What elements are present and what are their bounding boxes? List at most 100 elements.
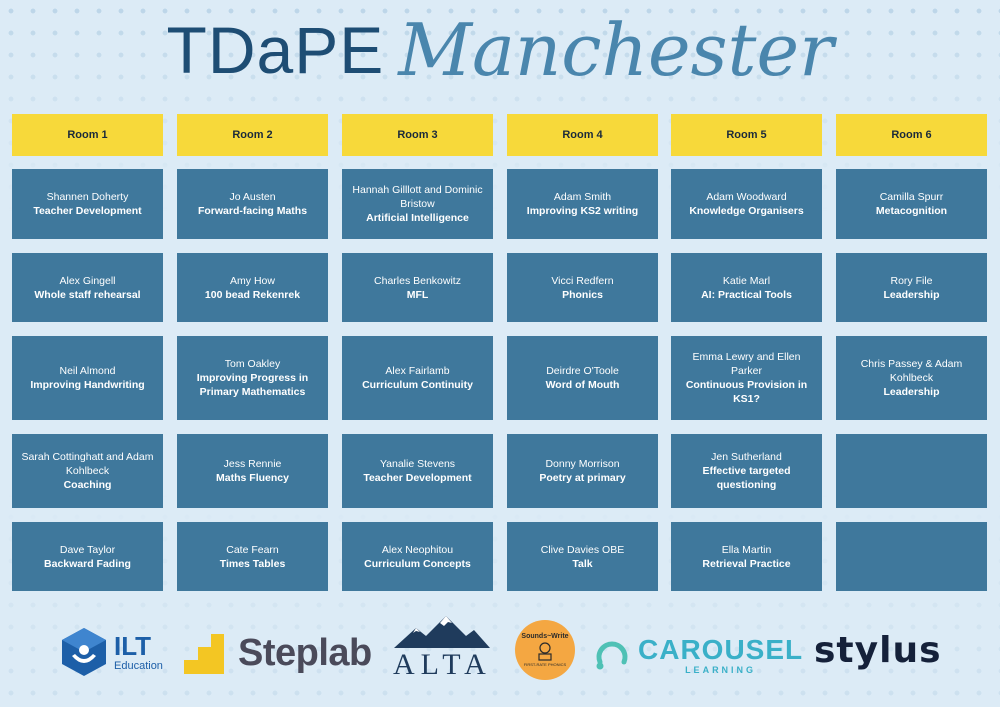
session-cell: Sarah Cottinghatt and Adam Kohlbeck Coach… bbox=[12, 434, 163, 508]
steplab-steps-icon bbox=[184, 633, 224, 674]
mountain-icon bbox=[394, 616, 491, 648]
session-cell: Neil Almond Improving Handwriting bbox=[12, 336, 163, 420]
session-speaker: Rory File bbox=[890, 274, 933, 287]
session-topic: Whole staff rehearsal bbox=[34, 288, 141, 301]
session-cell: Chris Passey & Adam Kohlbeck Leadership bbox=[836, 336, 987, 420]
session-cell: Alex Fairlamb Curriculum Continuity bbox=[342, 336, 493, 420]
alta-logo: ALTA bbox=[393, 614, 492, 680]
ilt-logo: ILT Education bbox=[60, 626, 163, 678]
ilt-hexagon-icon bbox=[62, 628, 106, 676]
session-speaker: Vicci Redfern bbox=[551, 274, 614, 287]
session-topic: Teacher Development bbox=[33, 205, 142, 217]
session-topic: Improving Handwriting bbox=[30, 379, 145, 391]
session-speaker: Donny Morrison bbox=[545, 458, 620, 470]
session-speaker: Chris Passey & Adam Kohlbeck bbox=[860, 358, 963, 384]
session-topic: Leadership bbox=[883, 288, 940, 301]
session-cell: Yanalie Stevens Teacher Development bbox=[342, 434, 493, 508]
ilt-name: ILT bbox=[114, 630, 152, 661]
session-speaker: Alex Fairlamb bbox=[385, 365, 450, 377]
session-cell: Jess Rennie Maths Fluency bbox=[177, 434, 328, 508]
session-topic: Knowledge Organisers bbox=[689, 205, 804, 217]
session-topic: Coaching bbox=[63, 479, 112, 491]
session-topic: Maths Fluency bbox=[216, 472, 289, 484]
session-speaker: Neil Almond bbox=[59, 365, 116, 377]
session-topic: Curriculum Continuity bbox=[362, 379, 473, 391]
session-cell: Tom Oakley Improving Progress in Primary … bbox=[177, 336, 328, 420]
session-speaker: Cate Fearn bbox=[226, 543, 279, 556]
steplab-name: Steplab bbox=[238, 632, 372, 674]
room-header-5: Room 5 bbox=[671, 114, 822, 156]
session-cell: Adam Smith Improving KS2 writing bbox=[507, 169, 658, 239]
session-cell: Alex Neophitou Curriculum Concepts bbox=[342, 522, 493, 591]
session-cell-empty bbox=[836, 434, 987, 508]
carousel-sub: LEARNING bbox=[685, 665, 757, 675]
session-speaker: Jo Austen bbox=[229, 191, 276, 203]
session-speaker: Tom Oakley bbox=[224, 358, 281, 370]
session-speaker: Jess Rennie bbox=[223, 458, 282, 470]
session-speaker: Hannah Gilllott and Dominic Bristow bbox=[352, 184, 483, 210]
session-cell: Camilla Spurr Metacognition bbox=[836, 169, 987, 239]
session-cell: Charles Benkowitz MFL bbox=[342, 253, 493, 322]
session-speaker: Jen Sutherland bbox=[711, 451, 782, 463]
session-cell: Jo Austen Forward-facing Maths bbox=[177, 169, 328, 239]
session-topic: MFL bbox=[406, 288, 429, 301]
room-header-2: Room 2 bbox=[177, 114, 328, 156]
session-speaker: Adam Woodward bbox=[706, 191, 787, 203]
session-cell: Jen Sutherland Effective targeted questio… bbox=[671, 434, 822, 508]
session-topic: Improving KS2 writing bbox=[526, 205, 639, 217]
session-speaker: Adam Smith bbox=[553, 191, 612, 203]
room-header-3: Room 3 bbox=[342, 114, 493, 156]
session-topic: Times Tables bbox=[219, 557, 286, 570]
session-cell: Emma Lewry and Ellen Parker Continuous Pr… bbox=[671, 336, 822, 420]
carousel-logo: CAROUSEL LEARNING bbox=[594, 636, 803, 675]
title-main: TDaPE bbox=[166, 13, 385, 87]
child-reading-icon bbox=[538, 642, 552, 661]
session-speaker: Charles Benkowitz bbox=[374, 274, 461, 287]
steplab-logo: Steplab bbox=[184, 632, 372, 675]
session-topic: Talk bbox=[572, 557, 593, 570]
session-cell: Dave Taylor Backward Fading bbox=[12, 522, 163, 591]
session-topic: Forward-facing Maths bbox=[197, 205, 308, 217]
session-speaker: Ella Martin bbox=[721, 543, 772, 556]
room-header-1: Room 1 bbox=[12, 114, 163, 156]
session-cell: Deirdre O'Toole Word of Mouth bbox=[507, 336, 658, 420]
session-speaker: Dave Taylor bbox=[59, 543, 116, 556]
carousel-name: CAROUSEL bbox=[638, 634, 804, 665]
session-cell: Hannah Gilllott and Dominic Bristow Artif… bbox=[342, 169, 493, 239]
session-topic: Continuous Provision in KS1? bbox=[685, 379, 808, 405]
session-cell: Adam Woodward Knowledge Organisers bbox=[671, 169, 822, 239]
session-topic: Improving Progress in Primary Mathematic… bbox=[196, 372, 309, 398]
room-header-4: Room 4 bbox=[507, 114, 658, 156]
session-cell: Vicci Redfern Phonics bbox=[507, 253, 658, 322]
page-title: TDaPE Manchester bbox=[0, 8, 1000, 92]
session-topic: Effective targeted questioning bbox=[702, 465, 791, 491]
title-script: Manchester bbox=[398, 8, 834, 92]
session-topic: Phonics bbox=[562, 288, 603, 301]
session-topic: Retrieval Practice bbox=[702, 557, 791, 570]
session-speaker: Alex Gingell bbox=[59, 274, 116, 287]
session-topic: AI: Practical Tools bbox=[701, 288, 792, 301]
session-topic: Backward Fading bbox=[44, 557, 131, 570]
session-speaker: Alex Neophitou bbox=[381, 543, 454, 556]
session-cell: Donny Morrison Poetry at primary bbox=[507, 434, 658, 508]
ilt-sub: Education bbox=[114, 659, 163, 672]
sounds-write-logo: Sounds~Write FIRST-RATE PHONICS bbox=[515, 620, 575, 680]
session-speaker: Sarah Cottinghatt and Adam Kohlbeck bbox=[21, 451, 154, 477]
stylus-name: stylus bbox=[814, 630, 942, 671]
session-topic: Artificial Intelligence bbox=[366, 212, 469, 224]
session-topic: Poetry at primary bbox=[539, 472, 626, 484]
session-cell: Clive Davies OBE Talk bbox=[507, 522, 658, 591]
session-cell: Amy How 100 bead Rekenrek bbox=[177, 253, 328, 322]
session-topic: 100 bead Rekenrek bbox=[204, 288, 301, 301]
session-speaker: Katie Marl bbox=[722, 274, 771, 287]
alta-name: ALTA bbox=[393, 648, 492, 681]
stylus-logo: stylus bbox=[814, 630, 942, 671]
session-speaker: Deirdre O'Toole bbox=[546, 365, 619, 377]
session-speaker: Emma Lewry and Ellen Parker bbox=[692, 351, 801, 377]
session-cell: Alex Gingell Whole staff rehearsal bbox=[12, 253, 163, 322]
session-cell: Shannen Doherty Teacher Development bbox=[12, 169, 163, 239]
session-speaker: Amy How bbox=[230, 274, 275, 287]
session-topic: Word of Mouth bbox=[545, 379, 620, 391]
sponsor-logos: ILT Education Steplab ALTA Sounds~Write bbox=[0, 612, 1000, 692]
